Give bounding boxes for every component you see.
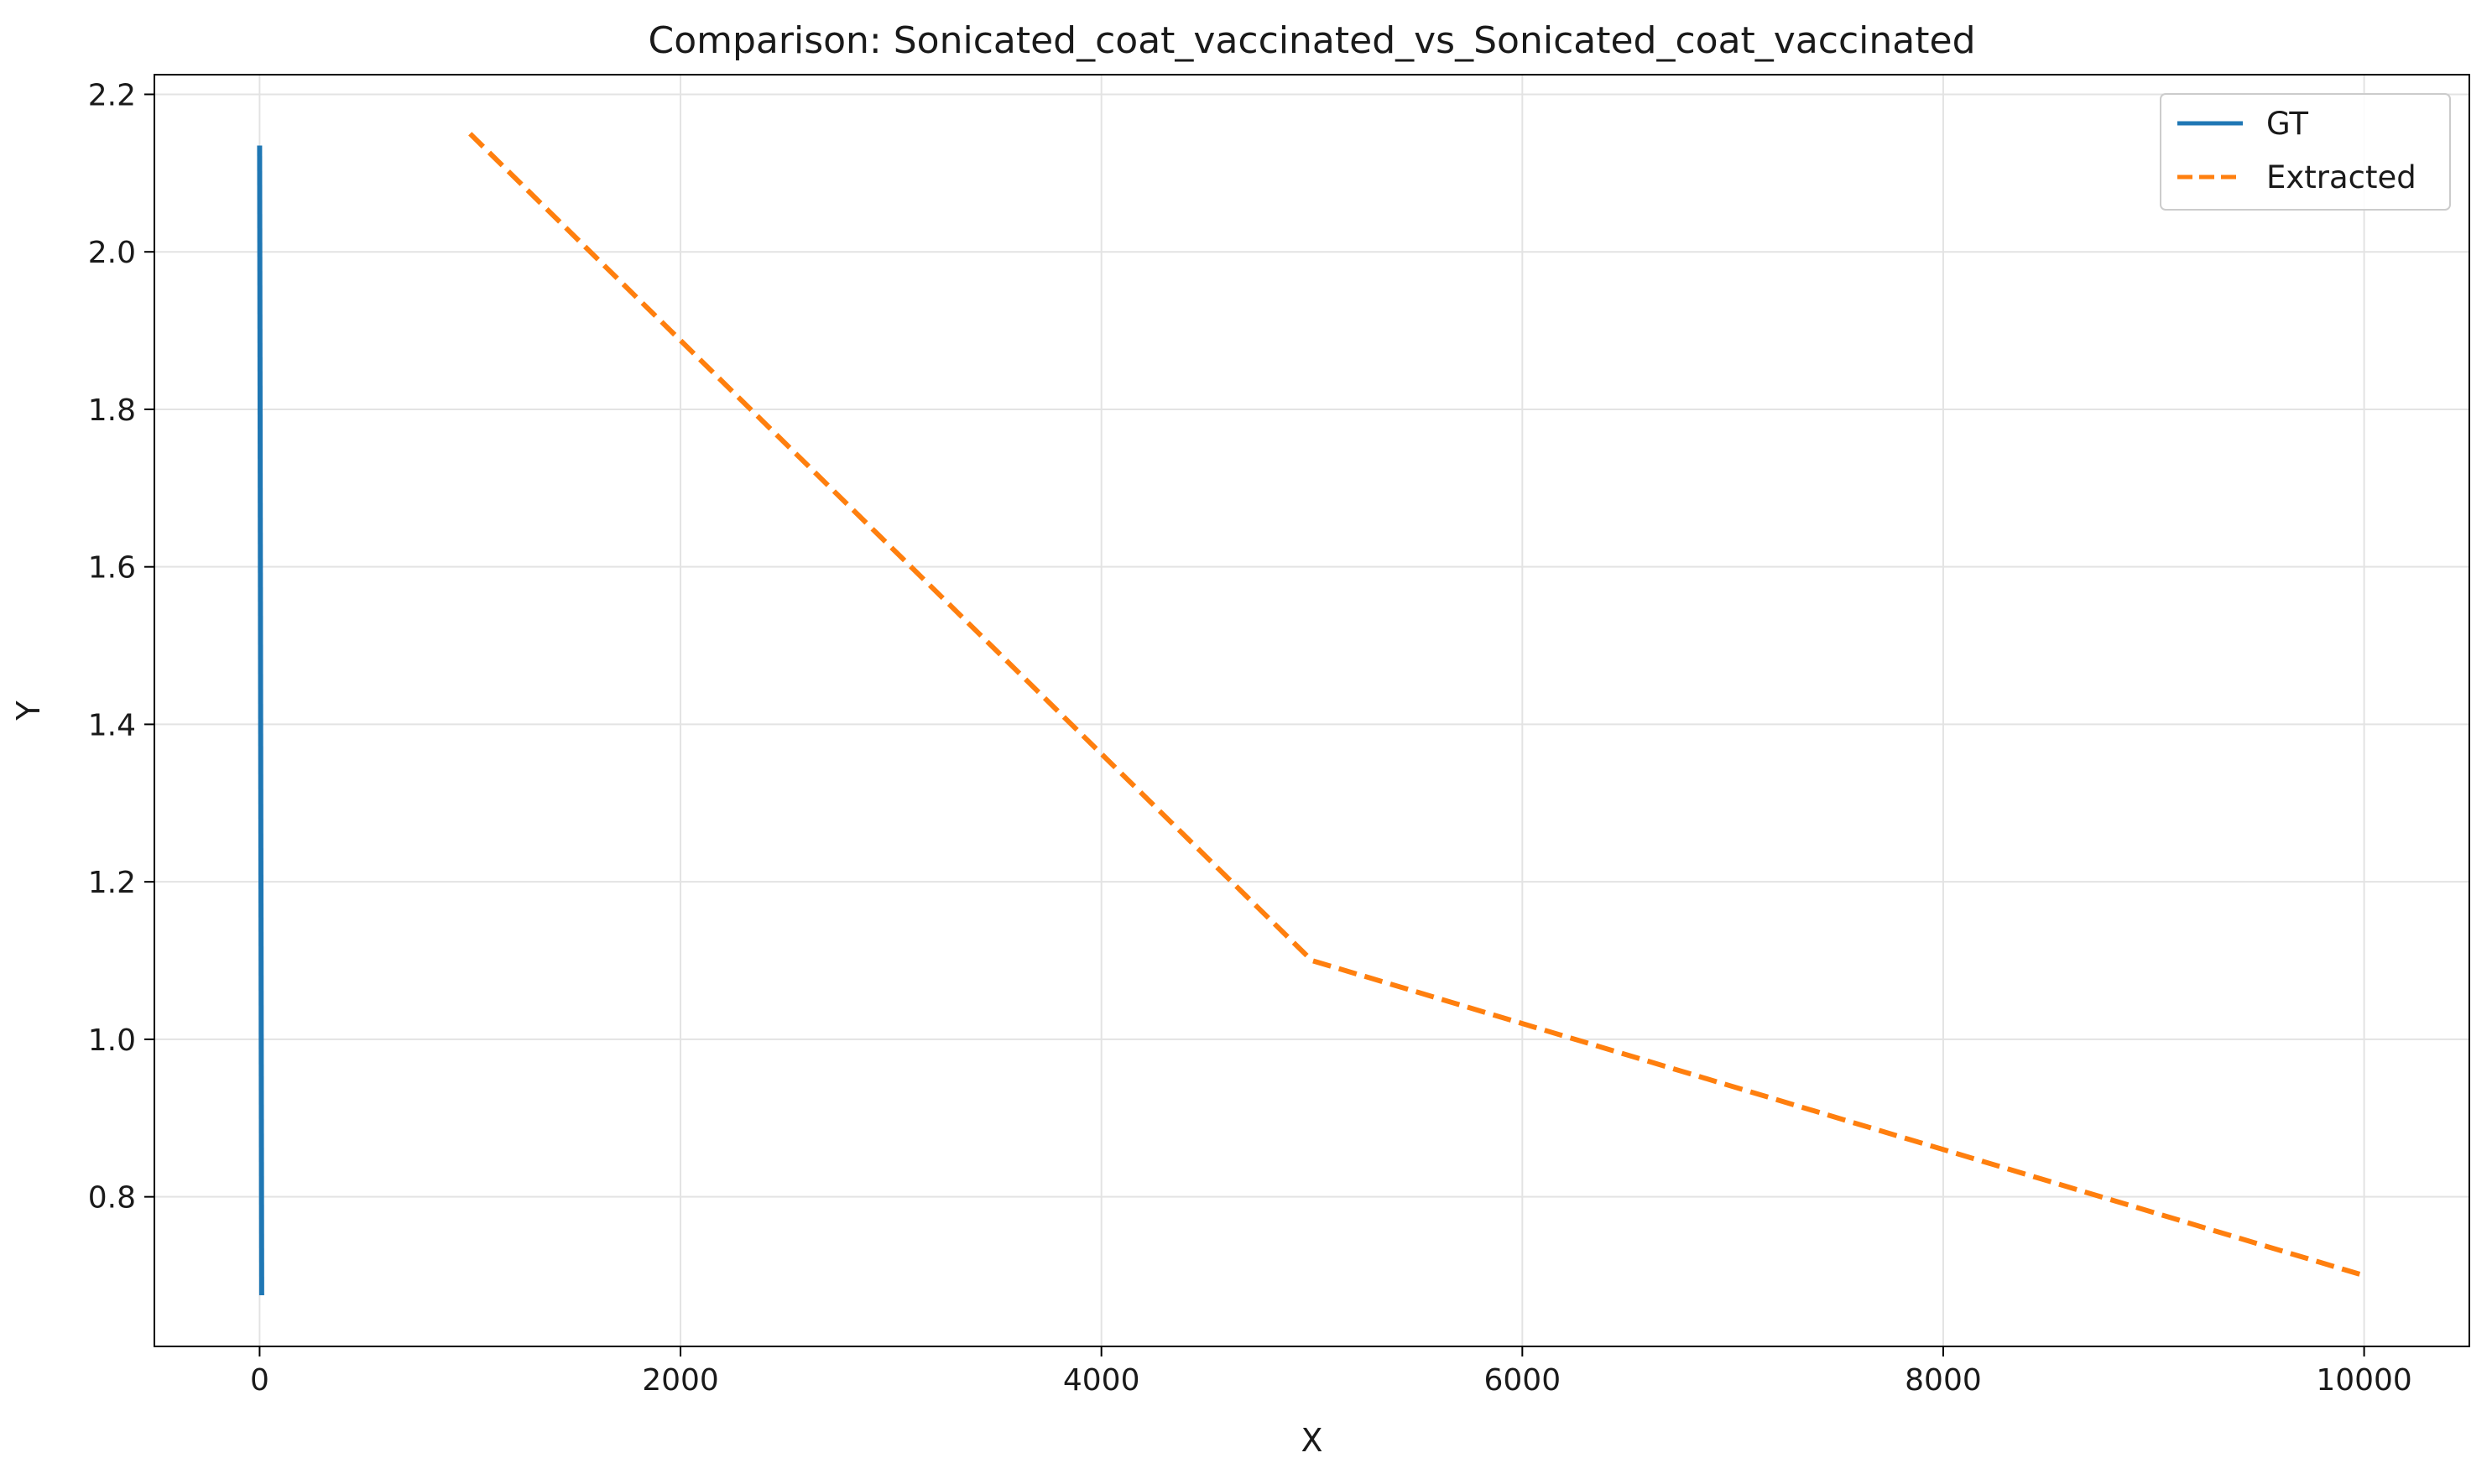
y-tick-label: 0.8 xyxy=(88,1181,136,1216)
y-tick-label: 1.0 xyxy=(88,1023,136,1058)
series-line-extracted xyxy=(468,132,2365,1278)
y-tick-label: 1.6 xyxy=(88,551,136,586)
chart-title: Comparison: Sonicated_coat_vaccinated_vs… xyxy=(648,19,1975,62)
x-tick-label: 8000 xyxy=(1905,1363,1982,1398)
x-tick-label: 6000 xyxy=(1484,1363,1561,1398)
y-tick-label: 2.2 xyxy=(88,78,136,112)
grid xyxy=(154,75,2469,1346)
series-line-gt xyxy=(257,145,264,1296)
x-tick-label: 2000 xyxy=(642,1363,719,1398)
x-tick-label: 0 xyxy=(250,1363,269,1398)
x-axis-label: X xyxy=(1301,1422,1322,1459)
x-tick-label: 10000 xyxy=(2316,1363,2412,1398)
plot-series xyxy=(257,132,2365,1296)
x-tick-label: 4000 xyxy=(1063,1363,1140,1398)
y-axis-label: Y xyxy=(10,700,47,721)
y-tick-label: 1.8 xyxy=(88,393,136,428)
axis-ticks: 0 2000 4000 6000 8000 10000 0.8 1.0 1.2 1.4 1.6 1.8… xyxy=(88,78,2412,1398)
y-tick-label: 1.2 xyxy=(88,866,136,900)
y-tick-label: 2.0 xyxy=(88,236,136,270)
plot-frame xyxy=(154,74,2470,1347)
legend-label-extracted: Extracted xyxy=(2266,159,2416,195)
y-tick-label: 1.4 xyxy=(88,708,136,742)
legend-label-gt: GT xyxy=(2266,106,2308,142)
legend: GT Extracted xyxy=(2160,93,2451,211)
